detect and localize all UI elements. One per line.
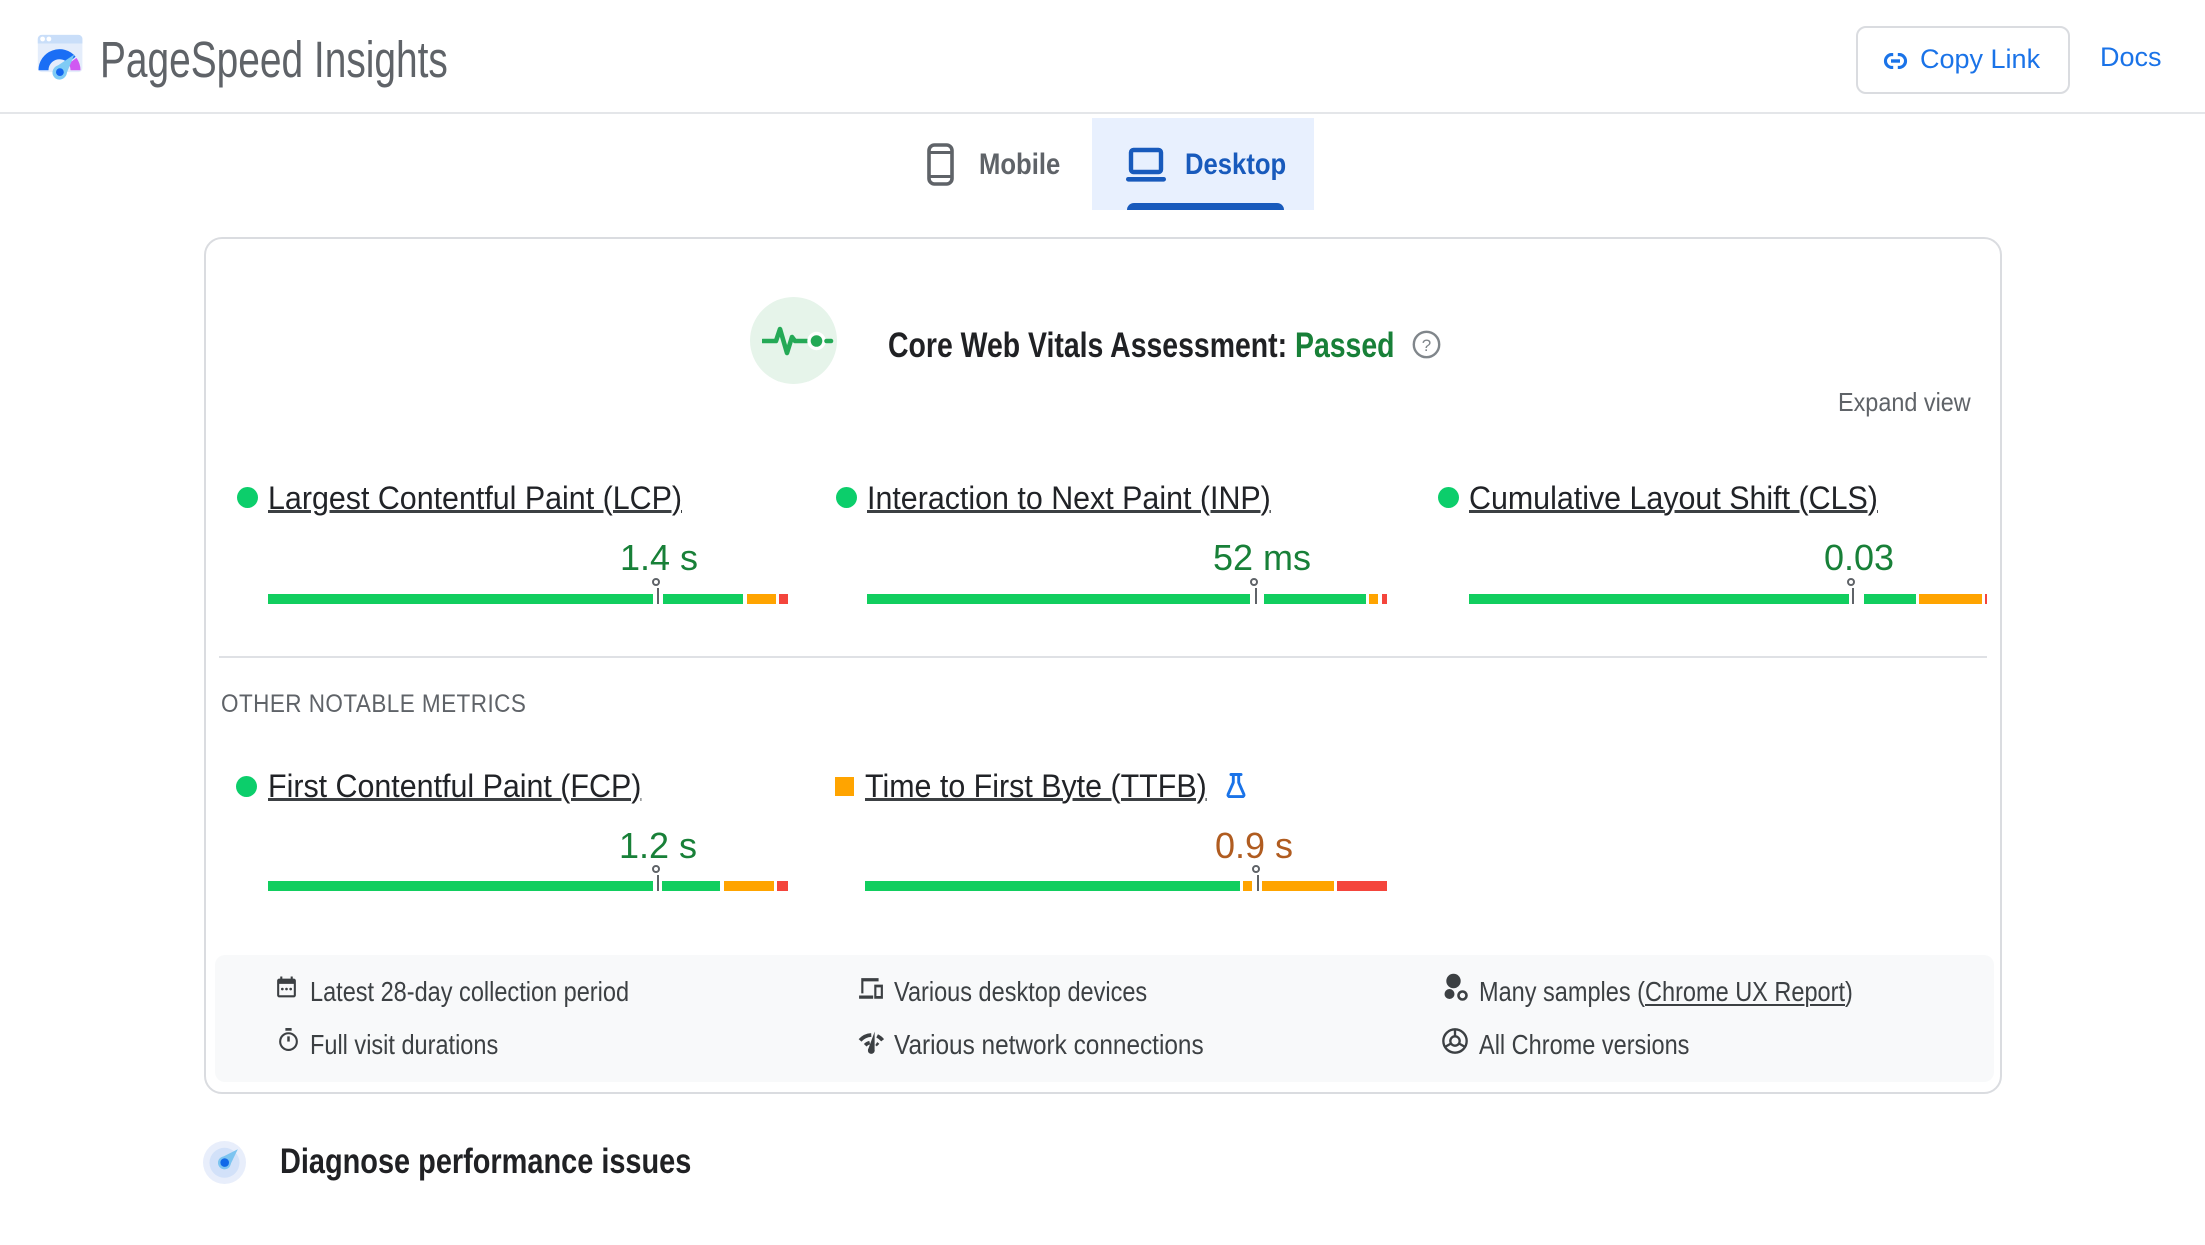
svg-text:?: ? (1422, 336, 1431, 355)
